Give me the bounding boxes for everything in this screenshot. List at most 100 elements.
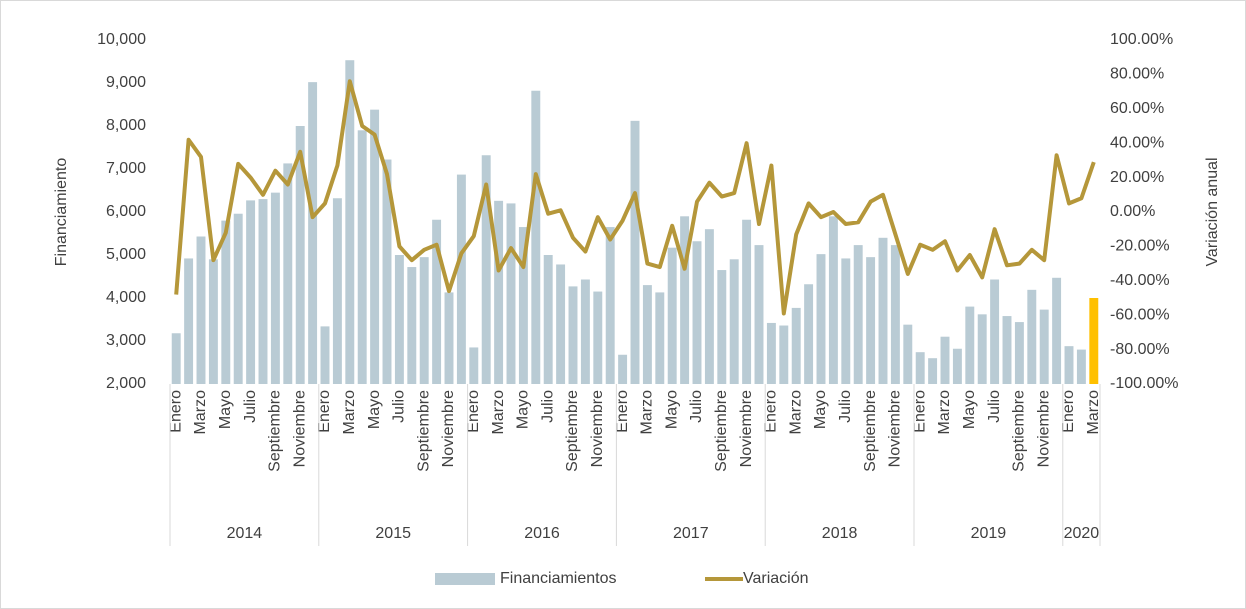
bar [704,229,714,384]
x-tick-label: Julio [986,390,1003,423]
bar [779,325,789,384]
bar [816,254,826,384]
group-label: 2015 [375,525,411,542]
bar [332,198,342,384]
bar [1027,289,1037,384]
bar [853,245,863,384]
x-tick-label: Noviembre [1035,390,1052,467]
y-axis-label: Financiamiento [53,158,70,267]
group-label: 2017 [673,525,709,542]
x-tick-label: Septiembre [1011,390,1028,472]
x-tick-label: Marzo [1085,390,1102,435]
x-tick-label: Enero [911,390,928,433]
bar [742,219,752,384]
y2-tick-label: 0.00% [1110,203,1155,220]
bar [270,192,280,384]
bar [345,60,355,385]
legend-label: Variación [743,570,809,587]
bar [915,352,925,384]
y-tick-label: 9,000 [106,74,146,91]
group-label: 2020 [1064,525,1100,542]
bar [568,286,578,384]
x-tick-label: Julio [242,390,259,423]
x-tick-label: Septiembre [267,390,284,472]
bar [593,291,603,384]
bar [655,292,665,384]
group-label: 2014 [227,525,263,542]
x-tick-label: Noviembre [738,390,755,467]
bar [1076,349,1086,384]
bar [952,348,962,384]
bar [419,257,429,384]
bar [667,247,677,384]
bar [928,358,938,384]
bar [866,257,876,384]
bar [692,241,702,384]
bar [196,236,206,384]
bar [407,267,417,384]
bar [1089,298,1099,384]
bar [208,259,218,384]
bar [878,237,888,384]
y2-tick-label: -80.00% [1110,341,1170,358]
y-tick-label: 6,000 [106,203,146,220]
bar [469,347,479,384]
y2-tick-label: 100.00% [1110,31,1173,48]
line [174,79,1096,316]
bar [394,255,404,384]
x-tick-label: Enero [614,390,631,433]
bar [977,314,987,384]
y-tick-label: 3,000 [106,332,146,349]
bar [1039,309,1049,384]
bar [729,259,739,384]
bar [320,326,330,384]
bar [308,82,318,384]
x-tick-label: Enero [1060,390,1077,433]
y-tick-label: 5,000 [106,246,146,263]
x-tick-label: Enero [316,390,333,433]
bar [618,354,628,384]
bar [295,126,305,384]
bar [432,219,442,384]
bar [246,200,256,384]
bar [841,258,851,384]
x-tick-label: Marzo [341,390,358,435]
x-tick-label: Noviembre [887,390,904,467]
bar [965,306,975,384]
x-tick-label: Septiembre [415,390,432,472]
y-tick-label: 7,000 [106,160,146,177]
bar [518,227,528,384]
bar [990,279,1000,384]
x-tick-label: Marzo [787,390,804,435]
x-tick-label: Septiembre [862,390,879,472]
x-tick-label: Mayo [812,390,829,429]
x-tick-label: Mayo [961,390,978,429]
x-tick-label: Enero [465,390,482,433]
y-tick-label: 2,000 [106,375,146,392]
bar [642,285,652,384]
bar [531,90,541,385]
x-tick-label: Noviembre [291,390,308,467]
bar [233,213,243,384]
bar [456,174,466,384]
bar [221,220,231,384]
bar [506,203,516,384]
bar [184,258,194,384]
bar [357,130,367,384]
x-tick-label: Julio [688,390,705,423]
y2-tick-label: 20.00% [1110,169,1164,186]
x-tick-label: Marzo [639,390,656,435]
bar [1014,322,1024,384]
bar [717,270,727,384]
x-tick-label: Marzo [490,390,507,435]
bar [556,264,566,384]
x-tick-label: Septiembre [713,390,730,472]
bar [766,322,776,384]
y-tick-label: 8,000 [106,117,146,134]
bar [258,199,268,384]
x-tick-label: Marzo [936,390,953,435]
bar [903,324,913,384]
bar [1002,316,1012,384]
bar [940,336,950,384]
